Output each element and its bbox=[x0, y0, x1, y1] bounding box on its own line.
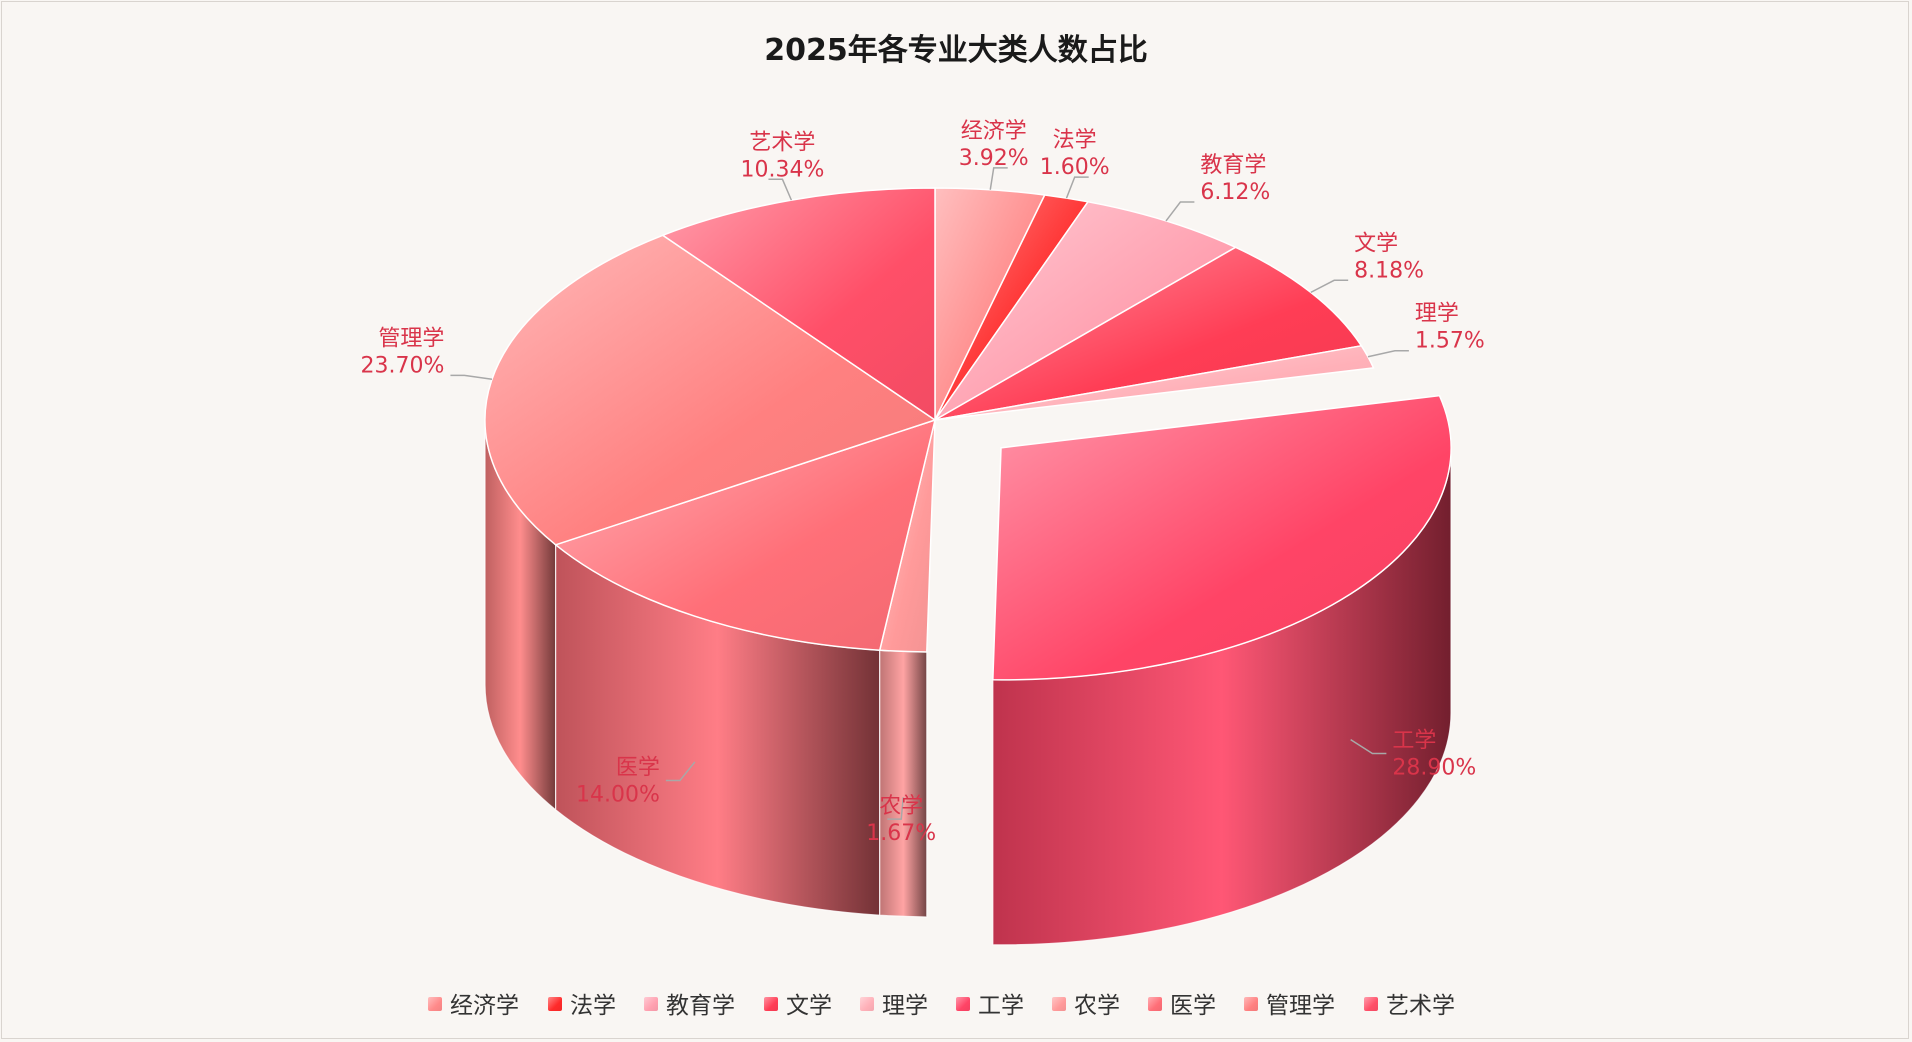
legend-label: 文学 bbox=[786, 993, 832, 1019]
slice-label-value: 14.00% bbox=[576, 783, 660, 808]
pie-slice-工学[interactable] bbox=[992, 394, 1452, 681]
legend-swatch bbox=[860, 997, 874, 1011]
slice-label-name: 教育学 bbox=[1200, 153, 1266, 178]
legend-label: 医学 bbox=[1170, 993, 1216, 1019]
leader-line-文学 bbox=[1310, 279, 1349, 294]
legend-label: 农学 bbox=[1074, 993, 1120, 1019]
legend-label: 管理学 bbox=[1266, 993, 1335, 1019]
leader-line-农学 bbox=[887, 797, 904, 820]
pie-slice-管理学[interactable] bbox=[484, 234, 937, 546]
legend-swatch bbox=[1052, 997, 1066, 1011]
slice-label-value: 6.12% bbox=[1200, 180, 1270, 205]
legend-swatch bbox=[548, 997, 562, 1011]
legend-item-艺术学[interactable]: 艺术学 bbox=[1364, 993, 1455, 1019]
legend-item-管理学[interactable]: 管理学 bbox=[1244, 993, 1335, 1019]
legend-item-经济学[interactable]: 经济学 bbox=[428, 993, 519, 1019]
legend-item-理学[interactable]: 理学 bbox=[860, 993, 928, 1019]
leader-line-工学 bbox=[1350, 739, 1387, 755]
legend-swatch bbox=[1148, 997, 1162, 1011]
legend-swatch bbox=[956, 997, 970, 1011]
legend-label: 理学 bbox=[882, 993, 928, 1019]
slice-label-name: 医学 bbox=[616, 756, 660, 781]
legend-item-文学[interactable]: 文学 bbox=[764, 993, 832, 1019]
slice-label-name: 文学 bbox=[1354, 231, 1398, 256]
slice-label-value: 3.92% bbox=[959, 146, 1029, 171]
slice-label-name: 经济学 bbox=[961, 119, 1027, 144]
slice-label-name: 工学 bbox=[1392, 729, 1436, 754]
leader-line-艺术学 bbox=[768, 178, 793, 201]
pie-tops bbox=[484, 187, 1452, 681]
legend-item-工学[interactable]: 工学 bbox=[956, 993, 1024, 1019]
leader-line-教育学 bbox=[1165, 201, 1195, 222]
legend-item-农学[interactable]: 农学 bbox=[1052, 993, 1120, 1019]
slice-label-value: 1.67% bbox=[866, 821, 936, 846]
legend-swatch bbox=[764, 997, 778, 1011]
slice-label-value: 1.57% bbox=[1415, 329, 1485, 354]
slice-label-name: 管理学 bbox=[378, 326, 444, 351]
slice-label-value: 8.18% bbox=[1354, 258, 1424, 283]
leader-line-理学 bbox=[1367, 349, 1409, 358]
slice-label-name: 农学 bbox=[879, 794, 923, 819]
legend: 经济学 法学 教育学 文学 理学 工学 农学 医学 管理学 艺术学 bbox=[428, 993, 1455, 1019]
leader-line-经济学 bbox=[989, 167, 1008, 190]
pie-side-农学 bbox=[879, 649, 928, 918]
legend-label: 艺术学 bbox=[1386, 993, 1455, 1019]
legend-swatch bbox=[1244, 997, 1258, 1011]
legend-swatch bbox=[644, 997, 658, 1011]
legend-swatch bbox=[1364, 997, 1378, 1011]
legend-label: 工学 bbox=[978, 993, 1024, 1019]
leader-line-法学 bbox=[1065, 176, 1089, 199]
slice-label-value: 10.34% bbox=[740, 157, 824, 182]
pie-slice-艺术学[interactable] bbox=[661, 187, 936, 422]
slice-label-name: 法学 bbox=[1053, 128, 1097, 153]
slice-label-value: 1.60% bbox=[1040, 155, 1110, 180]
slice-label-value: 23.70% bbox=[361, 353, 445, 378]
chart-title: 2025年各专业大类人数占比 bbox=[764, 33, 1148, 68]
leader-line-医学 bbox=[665, 761, 696, 782]
legend-swatch bbox=[428, 997, 442, 1011]
slice-label-value: 28.90% bbox=[1392, 756, 1476, 781]
legend-item-医学[interactable]: 医学 bbox=[1148, 993, 1216, 1019]
pie-slice-教育学[interactable] bbox=[934, 200, 1238, 421]
pie-slice-医学[interactable] bbox=[554, 418, 937, 652]
legend-label: 经济学 bbox=[450, 993, 519, 1019]
leader-line-管理学 bbox=[450, 374, 493, 380]
slice-label-name: 理学 bbox=[1415, 302, 1459, 327]
legend-label: 法学 bbox=[570, 993, 616, 1019]
legend-label: 教育学 bbox=[666, 993, 735, 1019]
legend-item-法学[interactable]: 法学 bbox=[548, 993, 616, 1019]
legend-item-教育学[interactable]: 教育学 bbox=[644, 993, 735, 1019]
slice-label-name: 艺术学 bbox=[749, 130, 815, 155]
